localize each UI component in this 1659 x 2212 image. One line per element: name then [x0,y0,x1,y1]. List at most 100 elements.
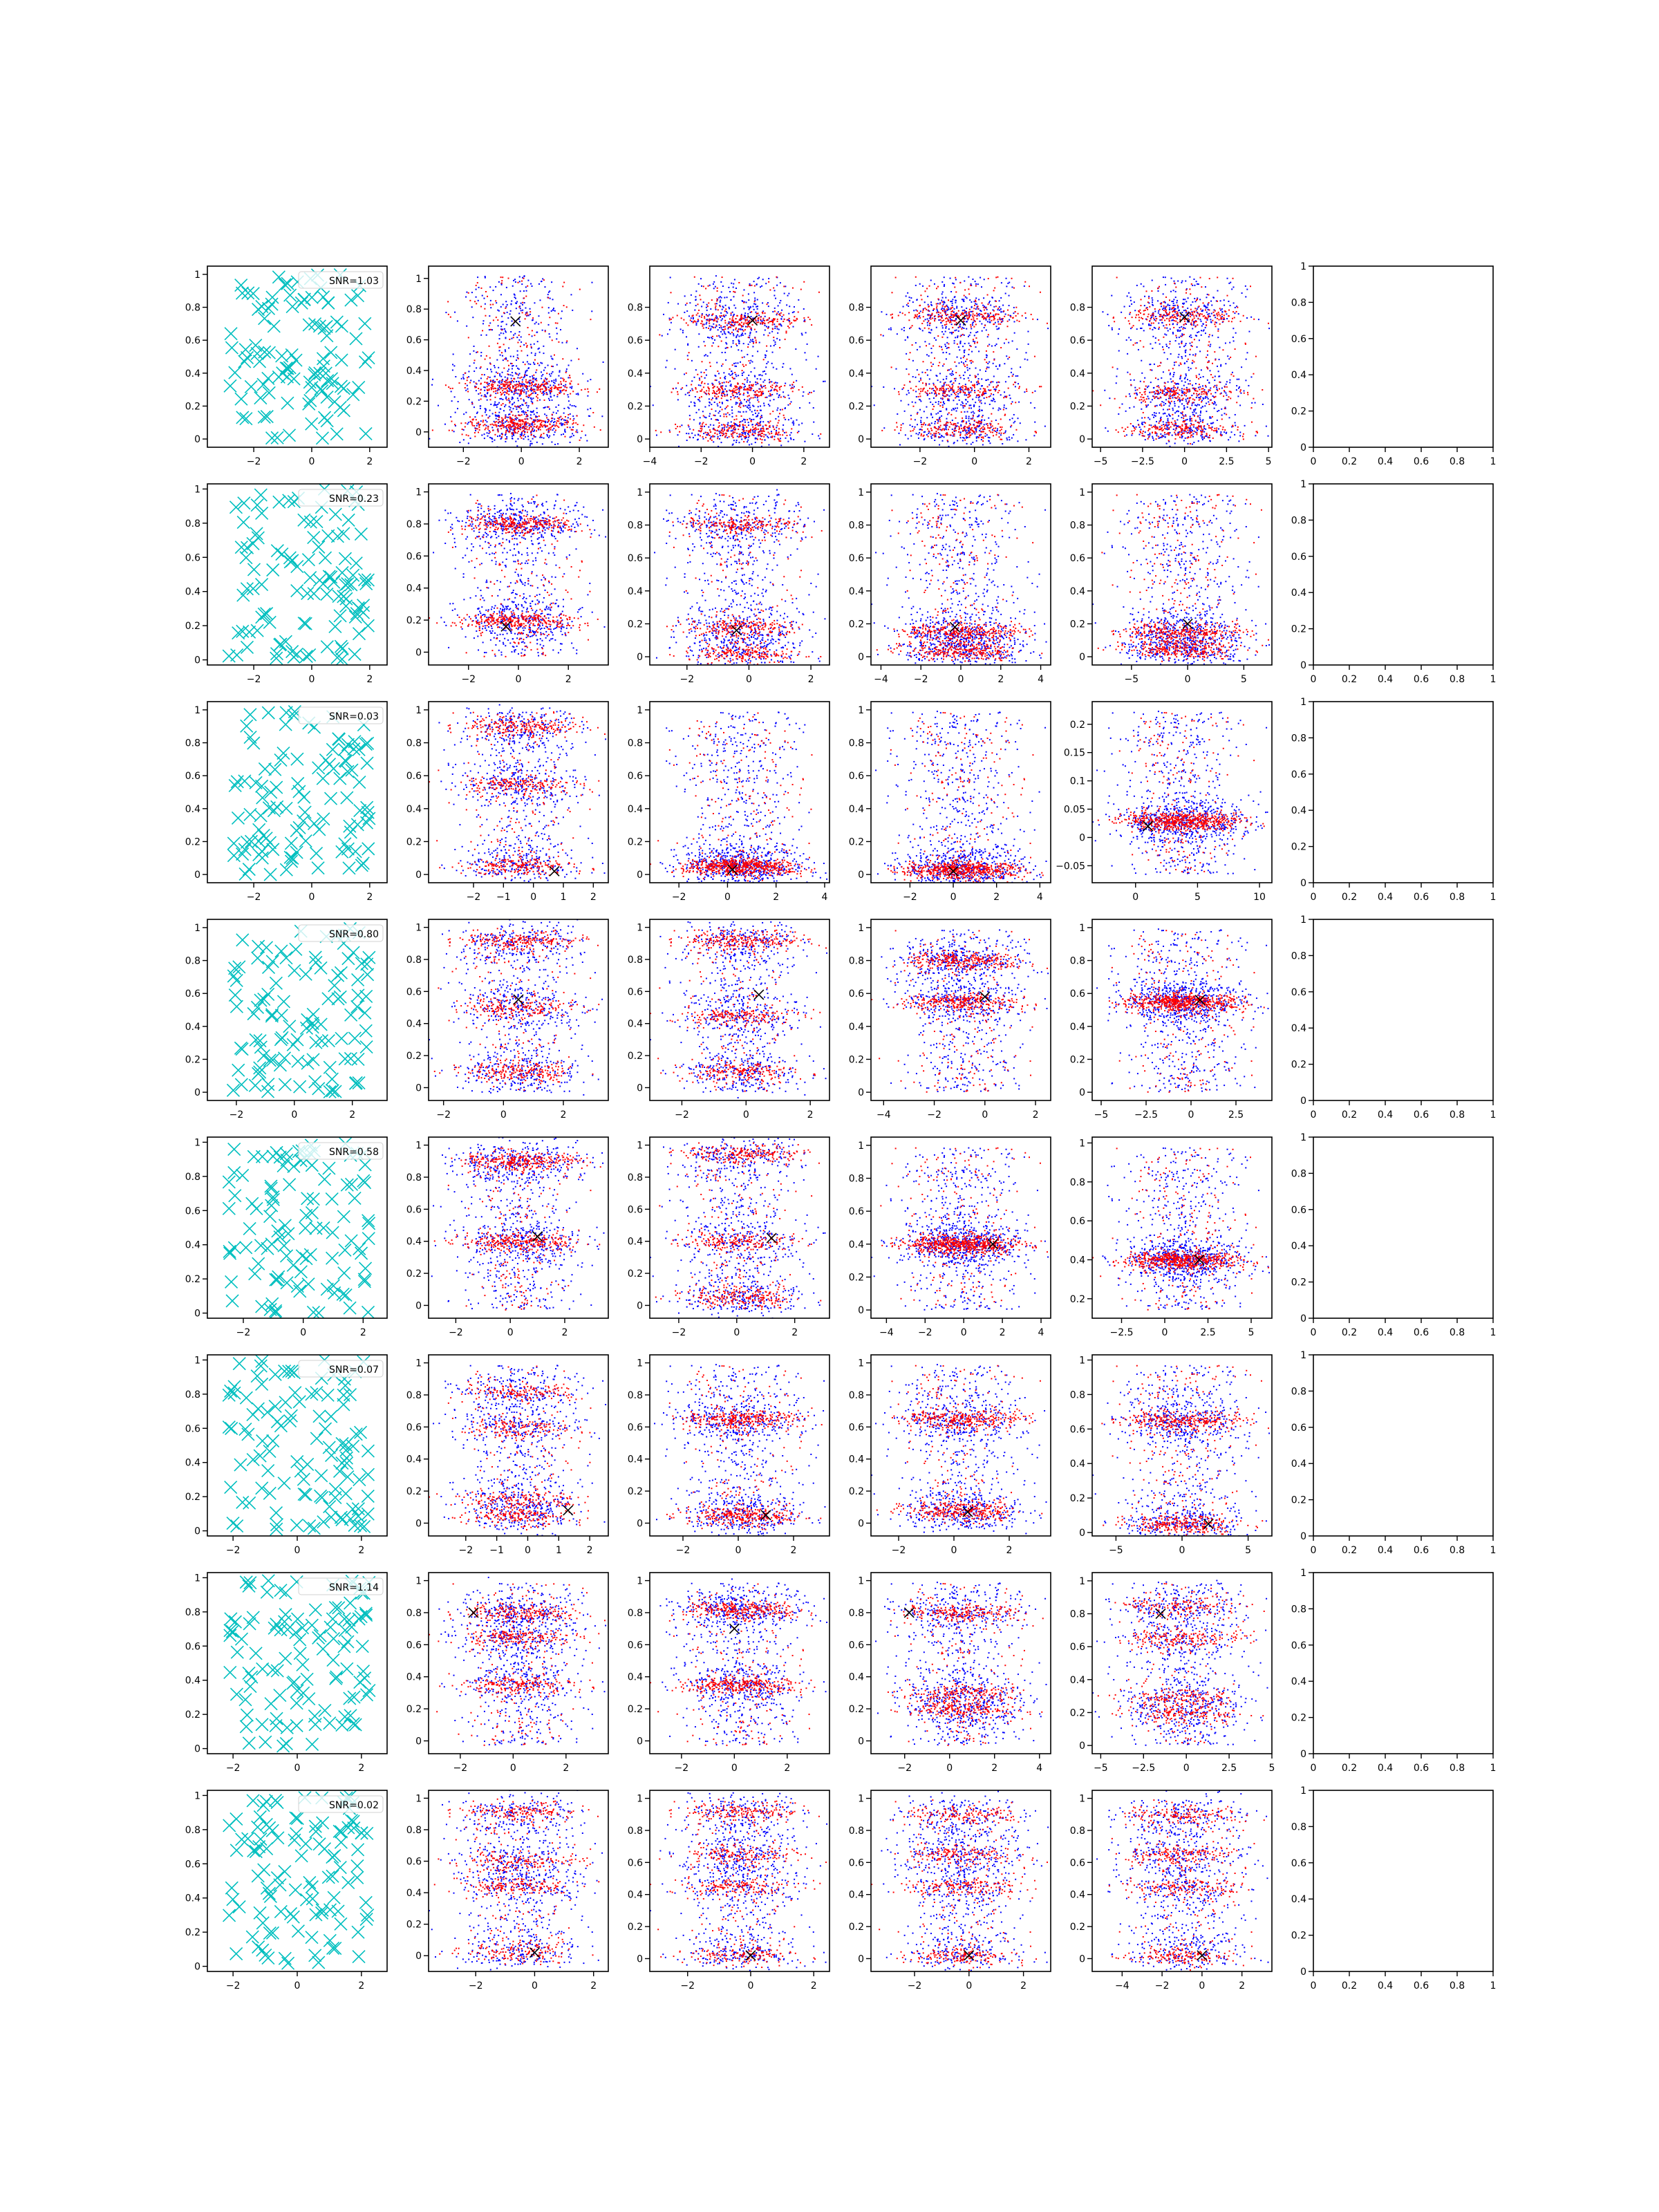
blue-point [805,332,807,334]
blue-point [989,442,991,444]
blue-point [947,400,949,402]
blue-point [981,409,983,411]
red-point [714,432,716,434]
red-point [702,324,704,326]
red-point [743,316,745,318]
red-point [970,324,972,326]
red-point [558,384,560,386]
blue-point [771,393,774,395]
blue-point [964,349,966,351]
red-point [489,424,491,426]
blue-point [511,418,513,420]
sample-point [335,353,348,367]
red-point [950,321,952,323]
red-point [962,417,964,419]
red-point [521,388,523,391]
blue-point [575,393,577,395]
red-point [1004,414,1006,416]
red-point [741,370,743,372]
blue-point [530,390,532,392]
red-point [713,320,715,322]
blue-point [767,437,769,439]
red-point [514,415,516,417]
blue-point [790,401,792,403]
blue-point [502,419,504,421]
blue-point [756,397,758,399]
blue-point [712,283,714,285]
red-point [713,319,715,321]
blue-point [480,334,482,336]
red-point [771,321,774,324]
red-point [521,381,523,383]
red-point [772,427,774,429]
blue-point [961,313,963,315]
red-point [1000,346,1002,348]
blue-point [738,339,740,341]
blue-point [923,431,925,433]
red-point [930,318,932,320]
blue-point [469,353,471,355]
blue-point [1008,294,1010,297]
x-tick-label: 2 [577,456,583,467]
blue-point [702,301,704,303]
blue-point [994,344,996,346]
red-point [543,383,545,385]
red-point [700,430,702,432]
blue-point [959,386,962,388]
blue-point [975,436,977,438]
blue-point [930,414,932,416]
blue-point [466,291,468,293]
blue-point [498,310,500,312]
red-point [724,436,726,438]
sample-point [359,427,373,441]
red-point [718,427,720,429]
blue-point [711,315,713,317]
red-point [742,429,744,431]
blue-point [915,402,917,404]
red-point [800,288,802,290]
red-point [735,415,738,417]
blue-point [709,352,711,354]
blue-point [483,297,485,299]
blue-point [943,308,945,310]
blue-point [939,302,941,304]
red-point [704,316,706,318]
blue-point [569,436,571,438]
blue-point [769,332,771,334]
red-point [968,317,970,319]
blue-point [764,379,766,382]
blue-point [749,398,751,400]
blue-point [493,420,495,422]
blue-point [709,424,711,426]
red-point [718,422,720,424]
red-point [933,434,935,436]
red-point [1003,310,1005,312]
red-point [769,426,771,428]
blue-point [537,348,539,350]
blue-point [975,440,977,442]
red-point [946,432,948,434]
blue-point [548,333,550,335]
blue-point [953,442,955,444]
blue-point [979,320,981,322]
blue-point [1003,404,1005,406]
red-point [599,429,601,431]
red-point [743,430,745,432]
blue-point [510,330,512,332]
red-point [730,427,732,429]
red-point [901,312,903,315]
red-point [509,389,512,391]
blue-point [474,371,476,373]
red-point [776,431,778,433]
blue-point [743,308,745,310]
red-point [962,420,964,422]
blue-point [977,426,980,428]
red-point [467,292,469,294]
blue-point [731,406,733,408]
blue-point [980,310,982,312]
red-point [497,431,499,433]
blue-point [536,411,538,413]
blue-point [749,409,751,411]
blue-point [497,414,499,416]
blue-point [749,331,751,333]
